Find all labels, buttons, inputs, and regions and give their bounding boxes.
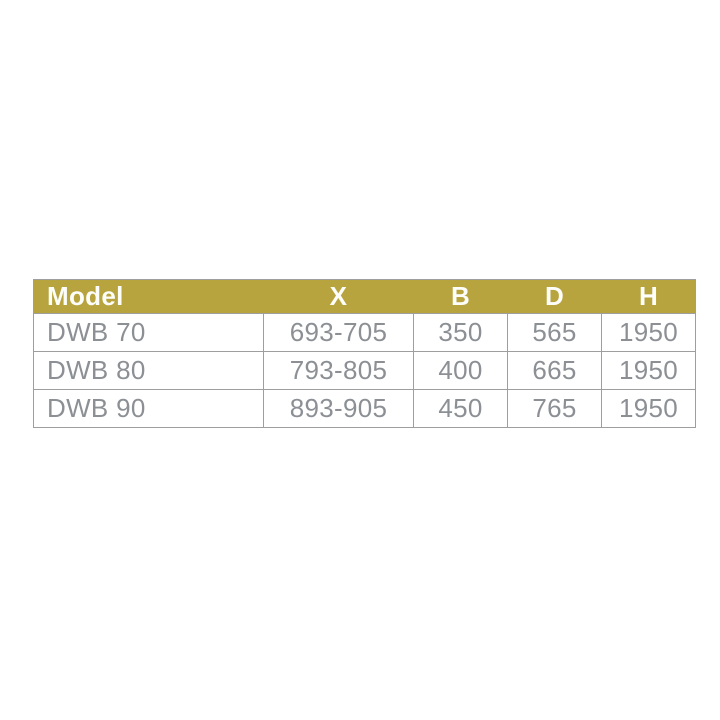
cell-model: DWB 70	[33, 313, 264, 352]
table-row-dwb80: DWB 80 793-805 400 665 1950	[33, 351, 696, 390]
table-row-dwb70: DWB 70 693-705 350 565 1950	[33, 313, 696, 352]
cell-model: DWB 80	[33, 351, 264, 390]
cell-h: 1950	[601, 389, 696, 428]
header-cell-d: D	[507, 279, 602, 314]
spec-table: Model X B D H DWB 70 693-705 350 565 195…	[33, 279, 696, 428]
table-header-row: Model X B D H	[33, 279, 696, 314]
cell-model: DWB 90	[33, 389, 264, 428]
cell-d: 765	[507, 389, 602, 428]
cell-h: 1950	[601, 313, 696, 352]
header-cell-model: Model	[33, 279, 264, 314]
header-cell-b: B	[413, 279, 508, 314]
cell-b: 350	[413, 313, 508, 352]
cell-b: 450	[413, 389, 508, 428]
cell-x: 893-905	[263, 389, 414, 428]
cell-h: 1950	[601, 351, 696, 390]
header-cell-x: X	[263, 279, 414, 314]
cell-d: 665	[507, 351, 602, 390]
table-row-dwb90: DWB 90 893-905 450 765 1950	[33, 389, 696, 428]
cell-b: 400	[413, 351, 508, 390]
cell-x: 793-805	[263, 351, 414, 390]
cell-x: 693-705	[263, 313, 414, 352]
cell-d: 565	[507, 313, 602, 352]
header-cell-h: H	[601, 279, 696, 314]
